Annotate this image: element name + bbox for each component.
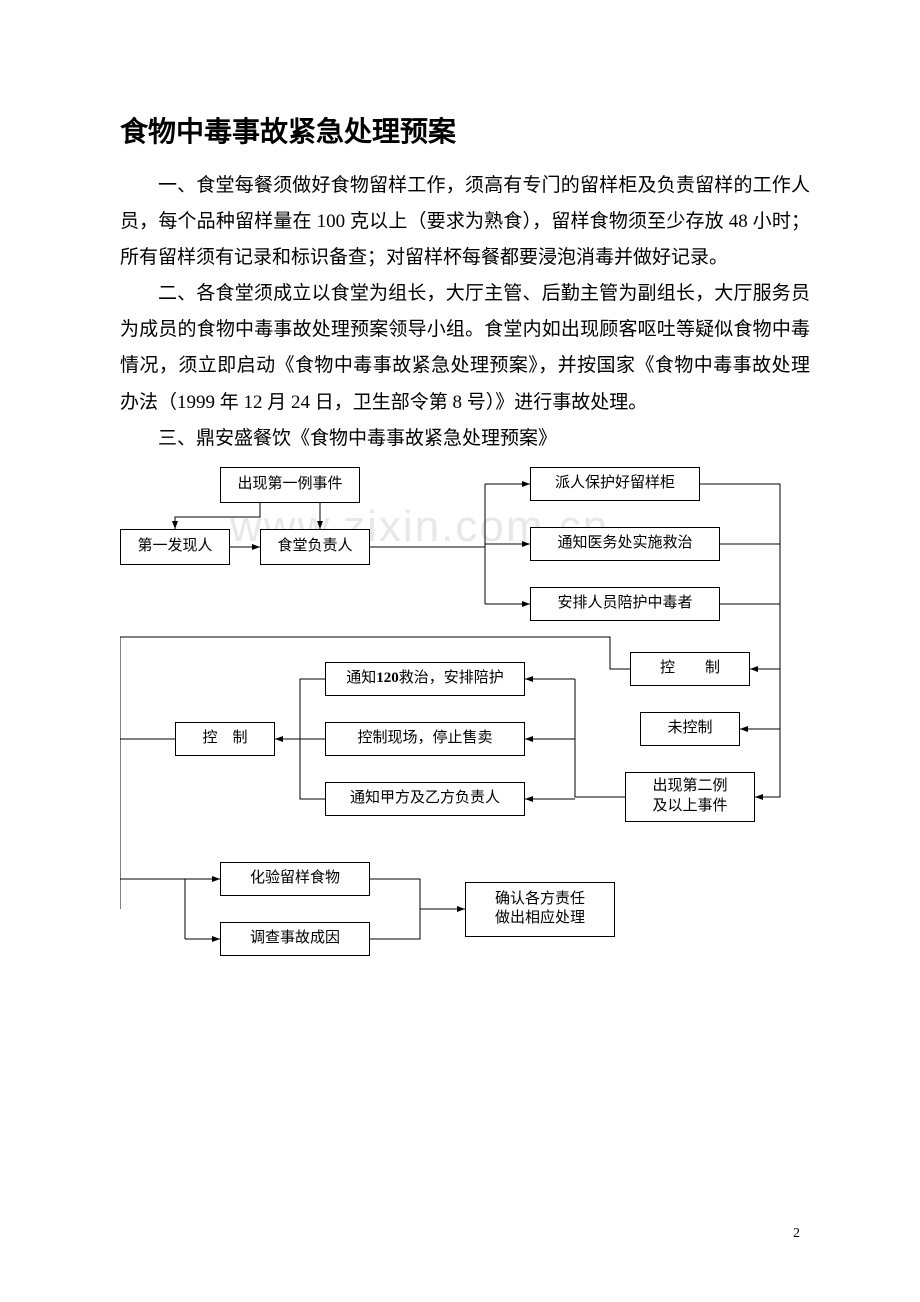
page-number: 2: [793, 1226, 800, 1242]
flow-node-n7: 控 制: [630, 652, 750, 686]
flow-node-n8: 未控制: [640, 712, 740, 746]
flow-node-n9: 出现第二例及以上事件: [625, 772, 755, 822]
flow-node-n16: 确认各方责任做出相应处理: [465, 882, 615, 937]
paragraph-3: 三、鼎安盛餐饮《食物中毒事故紧急处理预案》: [120, 421, 810, 457]
paragraph-2: 二、各食堂须成立以食堂为组长，大厅主管、后勤主管为副组长，大厅服务员为成员的食物…: [120, 276, 810, 420]
flow-node-n1: 出现第一例事件: [220, 467, 360, 503]
flow-node-n13: 控 制: [175, 722, 275, 756]
flow-node-n15: 调查事故成因: [220, 922, 370, 956]
flow-node-n12: 通知甲方及乙方负责人: [325, 782, 525, 816]
flow-node-n3: 食堂负责人: [260, 529, 370, 565]
flow-node-n6: 安排人员陪护中毒者: [530, 587, 720, 621]
flow-node-n2: 第一发现人: [120, 529, 230, 565]
page-title: 食物中毒事故紧急处理预案: [120, 110, 810, 150]
flow-node-n4: 派人保护好留样柜: [530, 467, 700, 501]
flow-node-n14: 化验留样食物: [220, 862, 370, 896]
flow-node-n11: 控制现场，停止售卖: [325, 722, 525, 756]
flow-node-n10: 通知 120 救治，安排陪护: [325, 662, 525, 696]
flowchart: www.zixin.com.cn 出现第一例事件第一发现人食堂负责人派人保护好留…: [120, 467, 820, 1027]
flow-node-n5: 通知医务处实施救治: [530, 527, 720, 561]
paragraph-1: 一、食堂每餐须做好食物留样工作，须高有专门的留样柜及负责留样的工作人员，每个品种…: [120, 168, 810, 276]
